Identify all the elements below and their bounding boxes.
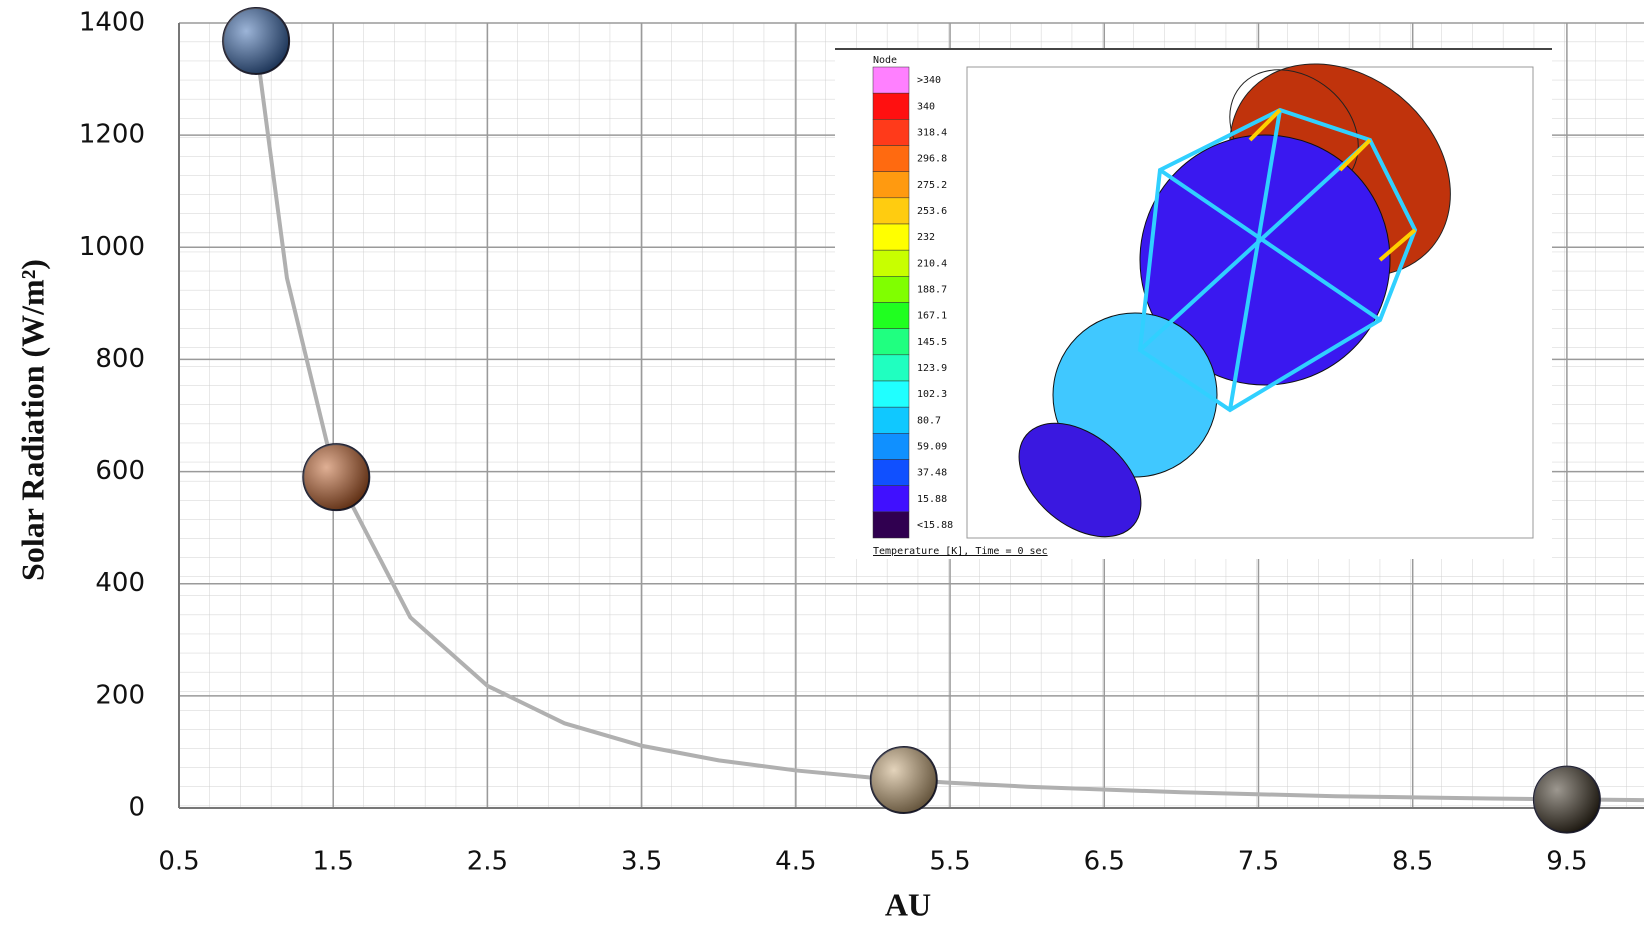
legend-label: 59.09: [917, 441, 947, 452]
legend-swatch: [873, 93, 909, 119]
x-tick-label: 0.5: [158, 847, 199, 877]
y-tick-label: 1000: [79, 232, 145, 262]
legend-swatch: [873, 512, 909, 538]
x-tick-label: 2.5: [467, 847, 508, 877]
legend-swatch: [873, 486, 909, 512]
legend-label: 188.7: [917, 284, 947, 295]
legend-label: 145.5: [917, 337, 947, 348]
legend-label: 123.9: [917, 363, 947, 374]
legend-label: 318.4: [917, 127, 947, 138]
x-tick-label: 7.5: [1238, 847, 1279, 877]
legend-label: 102.3: [917, 389, 947, 400]
node-label: Node: [873, 55, 897, 66]
legend-label: 253.6: [917, 206, 947, 217]
legend-swatch: [873, 119, 909, 145]
legend-label: 80.7: [917, 415, 941, 426]
x-tick-label: 3.5: [621, 847, 662, 877]
legend-swatch: [873, 460, 909, 486]
inset-caption: Temperature [K], Time = 0 sec: [873, 546, 1048, 557]
legend-swatch: [873, 146, 909, 172]
legend-label: <15.88: [917, 520, 953, 531]
legend-swatch: [873, 224, 909, 250]
y-tick-label: 600: [95, 456, 145, 486]
legend-swatch: [873, 250, 909, 276]
legend-label: 340: [917, 101, 935, 112]
legend-label: 275.2: [917, 180, 947, 191]
planet-shade: [223, 8, 289, 74]
planet-shade: [871, 747, 937, 813]
x-axis-title: AU: [885, 886, 931, 922]
y-tick-label: 1200: [79, 120, 145, 150]
y-tick-label: 800: [95, 344, 145, 374]
x-tick-label: 6.5: [1084, 847, 1125, 877]
planet-shade: [303, 444, 369, 510]
legend-label: 296.8: [917, 154, 947, 165]
y-tick-label: 0: [128, 793, 145, 823]
legend-swatch: [873, 303, 909, 329]
legend-swatch: [873, 433, 909, 459]
legend-swatch: [873, 329, 909, 355]
chart: Node >340 340 318.4 296.8 275.2 253.6 232 210.4…: [0, 0, 1644, 929]
y-tick-label: 1400: [79, 8, 145, 38]
y-tick-label: 400: [95, 568, 145, 598]
x-tick-label: 9.5: [1546, 847, 1587, 877]
inset: Node >340 340 318.4 296.8 275.2 253.6 232 210.4…: [835, 20, 1552, 559]
legend-swatch: [873, 276, 909, 302]
y-axis-title: Solar Radiation (W/m²): [14, 259, 50, 581]
y-tick-label: 200: [95, 680, 145, 710]
x-tick-label: 5.5: [929, 847, 970, 877]
legend-swatch: [873, 198, 909, 224]
planet-shade: [1534, 767, 1600, 833]
legend-label: 232: [917, 232, 935, 243]
x-tick-label: 4.5: [775, 847, 816, 877]
legend-label: 15.88: [917, 494, 947, 505]
legend-swatch: [873, 407, 909, 433]
legend-label: 37.48: [917, 468, 947, 479]
x-tick-label: 8.5: [1392, 847, 1433, 877]
legend-swatch: [873, 67, 909, 93]
legend-swatch: [873, 172, 909, 198]
legend-label: >340: [917, 75, 941, 86]
legend-label: 167.1: [917, 311, 947, 322]
legend-swatch: [873, 381, 909, 407]
x-tick-label: 1.5: [313, 847, 354, 877]
legend-label: 210.4: [917, 258, 947, 269]
legend-swatch: [873, 355, 909, 381]
